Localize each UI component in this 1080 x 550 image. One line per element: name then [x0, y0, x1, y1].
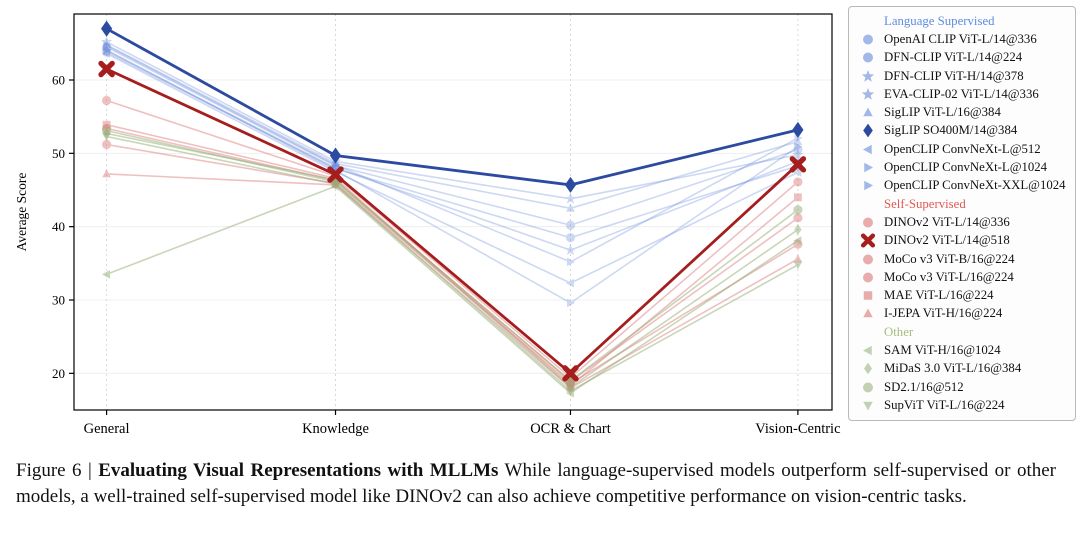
legend-item: MiDaS 3.0 ViT-L/16@384 — [857, 360, 1067, 378]
circle-marker-icon — [863, 52, 873, 63]
caption-title: Evaluating Visual Representations with M… — [98, 460, 499, 481]
diamond-marker-icon — [863, 124, 873, 138]
triangle-left-marker-icon — [863, 345, 872, 356]
legend-item-label: OpenCLIP ConvNeXt-XXL@1024 — [884, 178, 1066, 193]
circle-marker-icon — [863, 272, 873, 283]
legend-item: SD2.1/16@512 — [857, 378, 1067, 396]
legend-group-other: Other — [884, 325, 914, 340]
legend-item: OpenAI CLIP ViT-L/14@336 — [857, 30, 1067, 48]
legend-item: MoCo v3 ViT-B/16@224 — [857, 250, 1067, 268]
legend-item: MAE ViT-L/16@224 — [857, 286, 1067, 304]
legend-item: DFN-CLIP ViT-L/14@224 — [857, 49, 1067, 67]
line-chart: 20 30 40 50 60 General Knowledge OCR & Chart Vis… — [14, 13, 841, 437]
legend-item-label: SigLIP ViT-L/16@384 — [884, 105, 1001, 120]
caption-prefix: Figure 6 | — [16, 460, 99, 481]
legend-item-label: I-JEPA ViT-H/16@224 — [884, 306, 1003, 321]
figure-caption: Figure 6 | Evaluating Visual Representat… — [16, 458, 1056, 510]
legend-item: DFN-CLIP ViT-H/14@378 — [857, 67, 1067, 85]
legend-item-label: OpenAI CLIP ViT-L/14@336 — [884, 31, 1037, 46]
star-marker-icon — [861, 87, 875, 100]
legend-item: SAM ViT-H/16@1024 — [857, 341, 1067, 359]
legend-item-label: MoCo v3 ViT-B/16@224 — [884, 251, 1015, 266]
diamond-marker-icon — [864, 363, 872, 375]
legend-group-language-supervised: Language Supervised — [884, 14, 995, 28]
circle-marker-icon — [863, 382, 873, 393]
triangle-down-marker-icon — [863, 401, 873, 411]
legend-item-label: DINOv2 ViT-L/14@336 — [884, 214, 1010, 229]
x-tick-label: Vision-Centric — [755, 421, 840, 437]
legend-item: OpenCLIP ConvNeXt-L@1024 — [857, 158, 1067, 176]
caption-body: While language-supervised models outperf… — [16, 460, 1056, 507]
square-marker-icon — [863, 291, 873, 300]
star-marker-icon — [861, 69, 875, 82]
triangle-left-marker-icon — [863, 144, 872, 154]
circle-marker-icon — [863, 34, 873, 45]
legend-item-label: EVA-CLIP-02 ViT-L/14@336 — [884, 86, 1039, 101]
y-tick-label: 40 — [52, 219, 65, 234]
legend-item: SigLIP ViT-L/16@384 — [857, 103, 1067, 121]
legend-item: EVA-CLIP-02 ViT-L/14@336 — [857, 85, 1067, 103]
legend-item-label: DFN-CLIP ViT-H/14@378 — [884, 68, 1024, 83]
legend-item: DINOv2 ViT-L/14@336 — [857, 213, 1067, 231]
legend-item: I-JEPA ViT-H/16@224 — [857, 305, 1067, 323]
legend-item-label: SAM ViT-H/16@1024 — [884, 342, 1001, 357]
legend-item-label: MAE ViT-L/16@224 — [884, 288, 994, 303]
triangle-right-marker-icon — [864, 181, 873, 191]
y-axis-label: Average Score — [14, 173, 29, 252]
figure-6: 20 30 40 50 60 General Knowledge OCR & Chart Vis… — [14, 6, 1076, 510]
y-tick-label: 20 — [52, 366, 65, 381]
circle-marker-icon — [863, 254, 873, 264]
legend-item-label: MoCo v3 ViT-L/16@224 — [884, 269, 1014, 284]
x-marker-icon — [860, 233, 876, 248]
x-tick-label: Knowledge — [302, 421, 369, 437]
legend-item-label: MiDaS 3.0 ViT-L/16@384 — [884, 361, 1022, 376]
legend-item: SigLIP SO400M/14@384 — [857, 122, 1067, 140]
x-tick-label: OCR & Chart — [530, 421, 611, 437]
legend-item: OpenCLIP ConvNeXt-XXL@1024 — [857, 177, 1067, 195]
legend-item-label: DFN-CLIP ViT-L/14@224 — [884, 50, 1023, 65]
legend-item-label: OpenCLIP ConvNeXt-L@1024 — [884, 160, 1048, 175]
legend-item: DINOv2 ViT-L/14@518 — [857, 232, 1067, 250]
legend-item-label: DINOv2 ViT-L/14@518 — [884, 233, 1010, 248]
y-tick-label: 30 — [52, 293, 65, 308]
y-tick-label: 50 — [52, 146, 65, 161]
x-tick-label: General — [84, 421, 130, 437]
legend-item-label: SD2.1/16@512 — [884, 379, 964, 394]
circle-marker-icon — [863, 217, 873, 228]
figure-body: 20 30 40 50 60 General Knowledge OCR & Chart Vis… — [14, 6, 1076, 437]
legend-item-label: OpenCLIP ConvNeXt-L@512 — [884, 141, 1041, 156]
triangle-up-marker-icon — [863, 308, 873, 318]
y-tick-label: 60 — [52, 73, 65, 88]
triangle-right-marker-icon — [864, 162, 873, 173]
legend-item-label: SigLIP SO400M/14@384 — [884, 123, 1018, 138]
triangle-up-marker-icon — [863, 107, 873, 117]
legend-item: SupViT ViT-L/16@224 — [857, 396, 1067, 414]
legend: Language Supervised OpenAI CLIP ViT-L/14@… — [848, 6, 1076, 421]
legend-group-self-supervised: Self-Supervised — [884, 196, 966, 211]
legend-item-label: SupViT ViT-L/16@224 — [884, 397, 1005, 412]
legend-item: OpenCLIP ConvNeXt-L@512 — [857, 140, 1067, 158]
legend-item: MoCo v3 ViT-L/16@224 — [857, 268, 1067, 286]
